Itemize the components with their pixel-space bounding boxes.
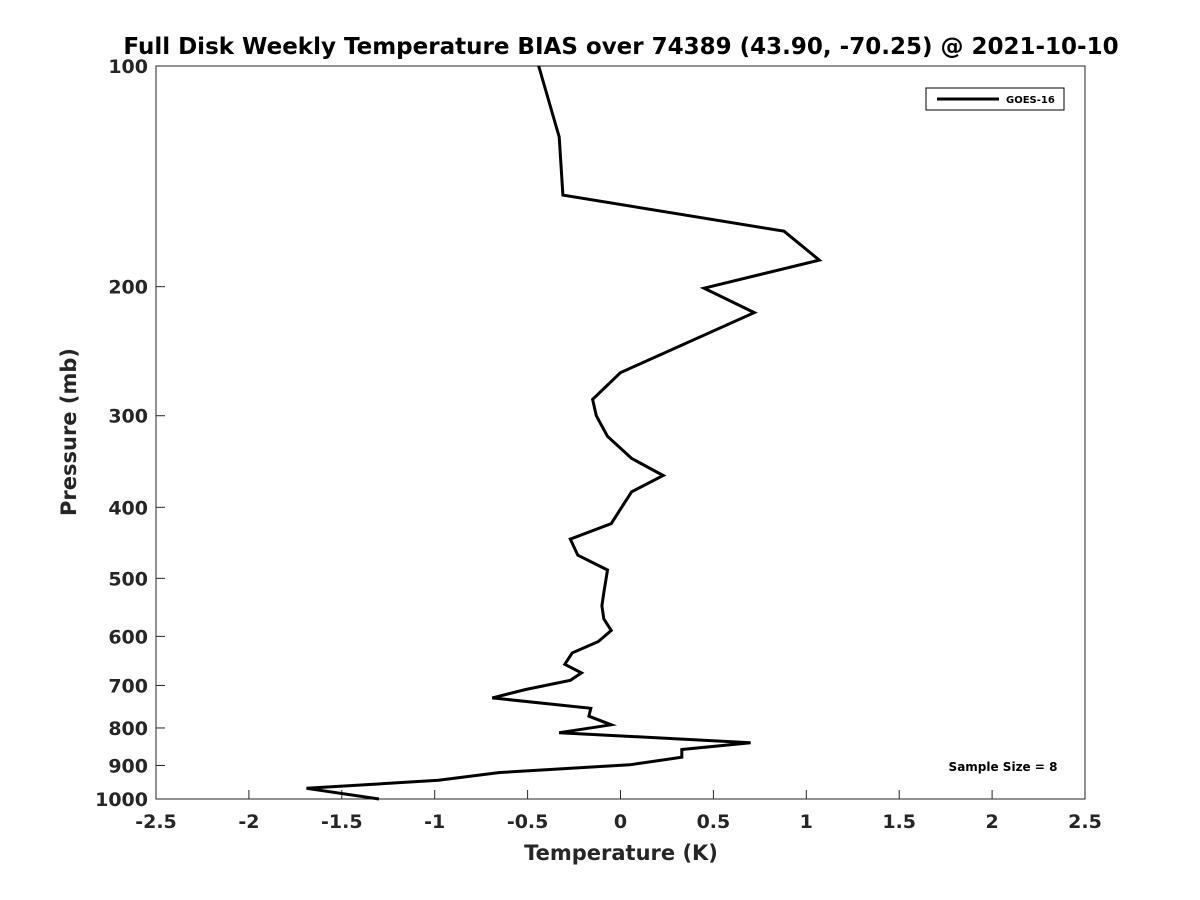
x-tick-label: -0.5 (507, 811, 549, 833)
x-tick-label: -1 (424, 811, 445, 833)
legend: GOES-16 (925, 87, 1065, 111)
sample-size-annotation: Sample Size = 8 (949, 760, 1058, 774)
x-tick-label: -2 (238, 811, 259, 833)
x-tick-label: 2 (985, 811, 998, 833)
y-tick-label: 100 (108, 56, 148, 78)
x-tick-label: 2.5 (1068, 811, 1102, 833)
chart-title: Full Disk Weekly Temperature BIAS over 7… (123, 34, 1118, 60)
y-tick-label: 800 (108, 718, 148, 740)
y-tick-label: 1000 (95, 789, 148, 811)
y-tick-label: 300 (108, 406, 148, 428)
y-tick-label: 200 (108, 277, 148, 299)
x-axis-label: Temperature (K) (524, 841, 718, 865)
y-tick-label: 500 (108, 568, 148, 590)
plot-area (155, 65, 1086, 800)
y-axis-label: Pressure (mb) (57, 348, 81, 516)
legend-label: GOES-16 (1006, 95, 1055, 106)
x-tick-label: -1.5 (321, 811, 363, 833)
y-tick-label: 700 (108, 675, 148, 697)
y-tick-label: 400 (108, 497, 148, 519)
x-tick-label: 0 (614, 811, 627, 833)
series-layer (306, 65, 823, 801)
y-tick-label: 600 (108, 626, 148, 648)
y-axis: 100 200 300 400 500 600 700 800 900 1000 (95, 56, 165, 811)
series-line-goes-16 (306, 65, 823, 801)
x-tick-label: 0.5 (697, 811, 731, 833)
x-tick-label: -2.5 (135, 811, 177, 833)
y-tick-label: 900 (108, 755, 148, 777)
x-axis: -2.5 -2 -1.5 -1 -0.5 0 0.5 1 1.5 2 2.5 (135, 790, 1102, 833)
x-tick-label: 1.5 (882, 811, 916, 833)
x-tick-label: 1 (800, 811, 813, 833)
